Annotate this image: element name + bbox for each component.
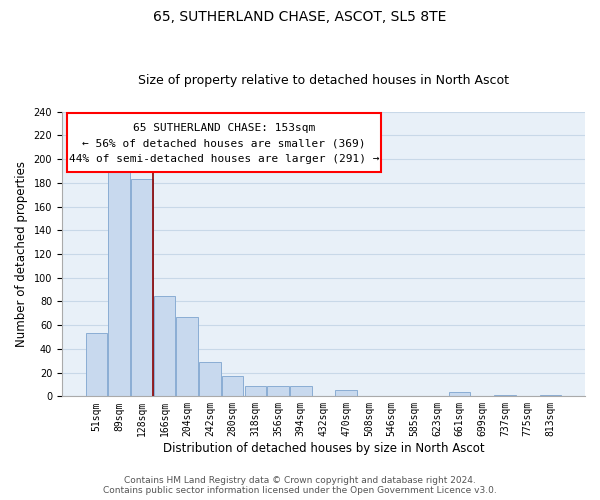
Bar <box>494 395 516 396</box>
Text: 44% of semi-detached houses are larger (291) →: 44% of semi-detached houses are larger (… <box>69 154 379 164</box>
Bar <box>539 395 561 396</box>
Bar <box>290 386 311 396</box>
Bar <box>199 362 221 396</box>
Text: Contains HM Land Registry data © Crown copyright and database right 2024.
Contai: Contains HM Land Registry data © Crown c… <box>103 476 497 495</box>
Text: ← 56% of detached houses are smaller (369): ← 56% of detached houses are smaller (36… <box>82 139 366 149</box>
Bar <box>245 386 266 396</box>
Bar <box>86 334 107 396</box>
Bar <box>131 180 152 396</box>
Text: 65 SUTHERLAND CHASE: 153sqm: 65 SUTHERLAND CHASE: 153sqm <box>133 123 315 133</box>
Title: Size of property relative to detached houses in North Ascot: Size of property relative to detached ho… <box>138 74 509 87</box>
Bar <box>267 386 289 396</box>
X-axis label: Distribution of detached houses by size in North Ascot: Distribution of detached houses by size … <box>163 442 484 455</box>
Bar <box>335 390 357 396</box>
Bar <box>222 376 244 396</box>
Bar <box>109 170 130 396</box>
Bar <box>176 317 198 396</box>
Text: 65, SUTHERLAND CHASE, ASCOT, SL5 8TE: 65, SUTHERLAND CHASE, ASCOT, SL5 8TE <box>154 10 446 24</box>
FancyBboxPatch shape <box>67 113 381 172</box>
Bar <box>449 392 470 396</box>
Bar <box>154 296 175 396</box>
Y-axis label: Number of detached properties: Number of detached properties <box>15 161 28 347</box>
